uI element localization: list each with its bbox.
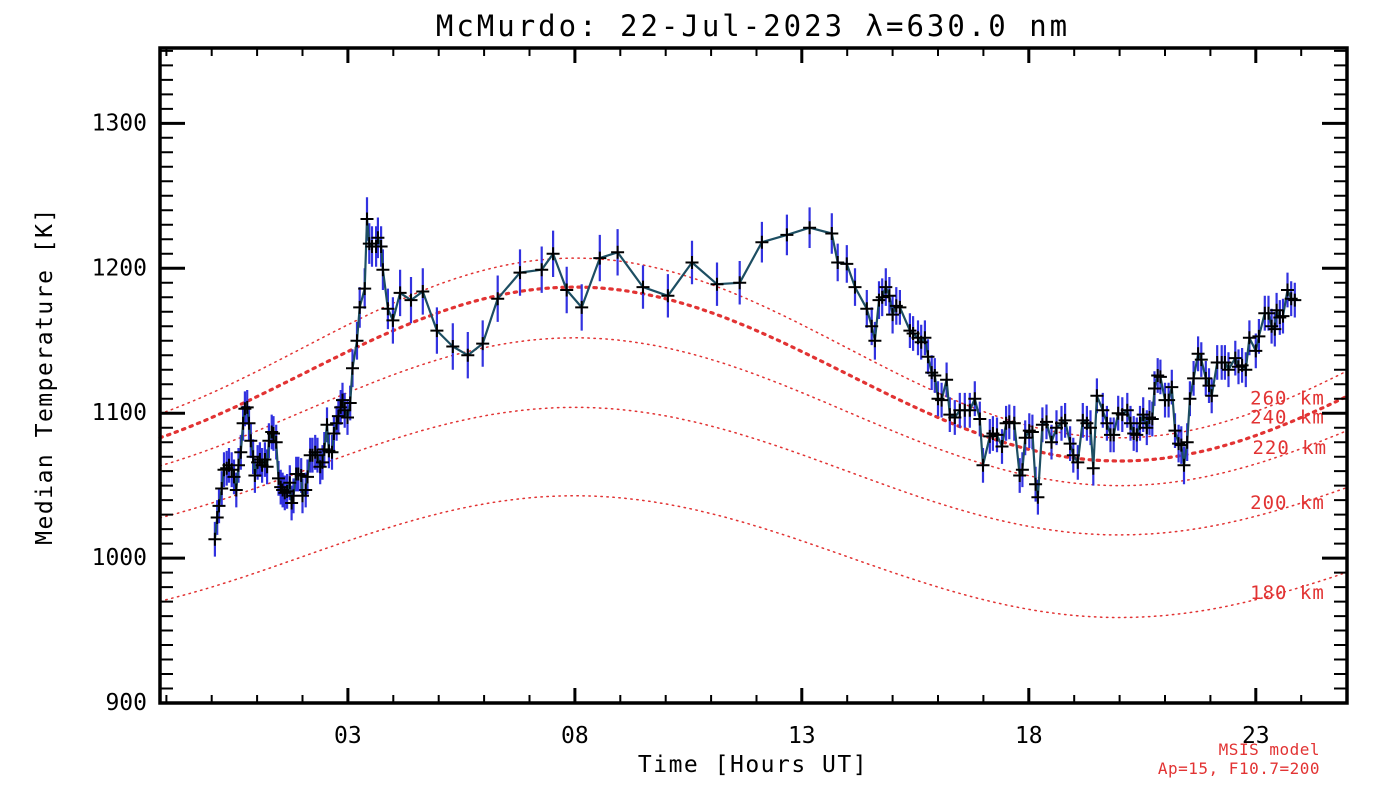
y-tick-label-1000: 1000 — [92, 545, 147, 571]
msis-curve-label-180km: 180 km — [1250, 582, 1325, 604]
major-ticks — [160, 48, 1347, 705]
y-tick-label-1300: 1300 — [92, 110, 147, 136]
msis-curve-180km — [159, 495, 1346, 619]
msis-curve-220km — [159, 337, 1346, 487]
msis-curve-label-260km: 260 km — [1250, 388, 1325, 410]
y-tick-label-1100: 1100 — [92, 400, 147, 426]
msis-curve-260km — [159, 257, 1346, 439]
data-point-markers — [208, 212, 1302, 546]
axes-layer: 03 08 13 18 23 900 1000 1100 1200 1300 — [92, 46, 1349, 749]
x-tick-label-08: 08 — [561, 723, 589, 749]
x-tick-label-18: 18 — [1015, 723, 1043, 749]
x-axis-title: Time [Hours UT] — [638, 752, 868, 778]
plot-box — [158, 46, 1349, 705]
msis-curve-200km — [159, 406, 1346, 536]
data-series-layer — [208, 197, 1302, 557]
x-tick-label-03: 03 — [334, 723, 362, 749]
y-tick-label-1200: 1200 — [92, 255, 147, 281]
msis-curve-label-200km: 200 km — [1250, 492, 1325, 514]
x-tick-label-23: 23 — [1242, 723, 1270, 749]
msis-curve-label-240km: 240 km — [1250, 407, 1325, 429]
y-axis-title: Median Temperature [K] — [32, 207, 58, 545]
x-tick-label-13: 13 — [788, 723, 816, 749]
chart-title: McMurdo: 22-Jul-2023 λ=630.0 nm — [436, 9, 1070, 43]
msis-curve-label-220km: 220 km — [1252, 437, 1327, 459]
msis-model-note-line1: MSIS model — [1219, 740, 1320, 759]
minor-ticks — [160, 48, 1348, 703]
y-tick-label-900: 900 — [105, 690, 147, 716]
msis-model-note-line2: Ap=15, F10.7=200 — [1158, 759, 1320, 778]
data-line — [213, 217, 1296, 540]
